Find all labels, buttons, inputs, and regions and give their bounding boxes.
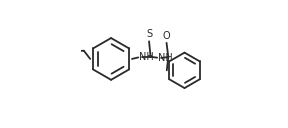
Text: O: O: [163, 31, 170, 41]
Text: NH: NH: [158, 53, 172, 63]
Text: NH: NH: [139, 52, 154, 62]
Text: S: S: [146, 29, 152, 39]
